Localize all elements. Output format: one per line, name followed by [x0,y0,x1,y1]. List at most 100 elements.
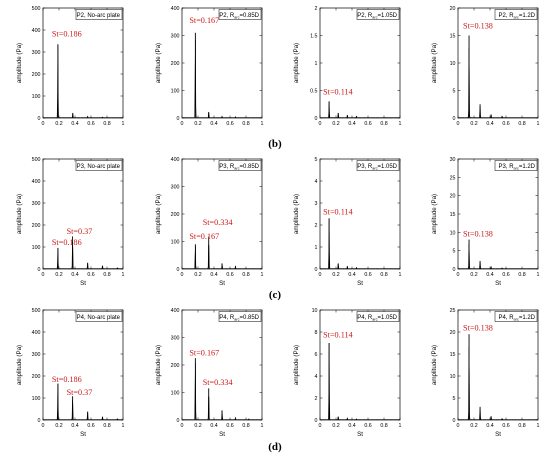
y-tick-label: 200 [171,212,180,218]
x-tick-label: 0.4 [71,121,78,127]
row-label-b: (b) [268,138,282,150]
y-tick-label: 500 [32,157,41,163]
y-tick-label: 100 [32,245,41,251]
y-tick-label: 8 [315,330,318,336]
legend-title-suffix: =1.05D [377,315,397,321]
y-tick-label: 0 [177,116,180,122]
y-tick-label: 2 [315,396,318,402]
legend-box [218,160,262,171]
x-tick-label: 0.6 [87,272,94,278]
x-tick-label: 1 [261,272,264,278]
y-tick-label: 400 [32,179,41,185]
x-tick-label: 1 [537,121,540,127]
legend-title-subscript: arc [372,318,377,322]
y-axis-label: amplitude (Pa) [155,194,162,234]
peak-annotation-2: St=0.186 [52,238,82,247]
x-axis-label: St [495,431,501,438]
y-tick-label: 0 [453,267,456,273]
x-tick-label: 0.2 [470,121,477,127]
y-tick-label: 0 [177,418,180,424]
x-axis-label: St [495,280,501,287]
row-label-d: (d) [268,441,282,453]
y-tick-label: 100 [171,240,180,246]
x-tick-label: 0.2 [194,272,201,278]
y-tick-label: 0 [453,116,456,122]
y-tick-label: 200 [32,374,41,380]
y-tick-label: 1 [315,245,318,251]
y-tick-label: 2 [315,6,318,12]
y-tick-label: 300 [32,352,41,358]
legend-box [494,311,538,322]
legend-title-subscript: arc [372,16,377,20]
y-tick-label: 0 [315,418,318,424]
legend-title-suffix: =1.05D [377,13,397,19]
legend-title-subscript: arc [372,167,377,171]
y-tick-label: 20 [450,194,456,200]
x-tick-label: 0 [457,121,460,127]
legend-box [356,311,400,322]
x-tick-label: 0 [319,121,322,127]
y-tick-label: 4 [315,374,318,380]
y-tick-label: 300 [171,185,180,191]
y-tick-label: 25 [450,308,456,314]
x-tick-label: 0.6 [87,121,94,127]
y-tick-label: 15 [450,352,456,358]
plot-frame [42,7,124,119]
peak-annotation-2: St=0.167 [189,232,219,241]
y-axis-label: amplitude (Pa) [431,345,438,385]
plot-frame [457,309,539,421]
x-tick-label: 0.4 [486,423,493,429]
legend-title-prefix: P4, R [357,315,373,321]
y-tick-label: 10 [312,308,318,314]
x-tick-label: 0.6 [364,121,371,127]
legend-title-prefix: P2, R [499,13,515,19]
y-axis-label: amplitude (Pa) [293,194,300,234]
y-tick-label: 1 [315,61,318,67]
spectrum-line [457,347,539,421]
x-tick-label: 0 [181,272,184,278]
y-tick-label: 10 [450,374,456,380]
y-tick-label: 400 [171,6,180,12]
peak-annotation-1: St=0.138 [463,21,493,30]
y-tick-label: 5 [453,396,456,402]
legend-title-subscript: arc [514,318,519,322]
peak-annotation-1: St=0.186 [52,375,82,384]
legend-box [75,9,123,20]
plot-frame [181,158,263,270]
y-tick-label: 15 [450,34,456,40]
y-tick-label: 0 [315,116,318,122]
y-tick-label: 400 [171,308,180,314]
x-tick-label: 0.4 [210,423,217,429]
legend-title-subscript: arc [514,16,519,20]
plot-frame [457,158,539,270]
spectrum-line [319,101,401,119]
y-tick-label: 400 [171,157,180,163]
x-tick-label: 0.8 [103,121,110,127]
spectrum-line [457,243,539,270]
y-tick-label: 300 [32,201,41,207]
y-tick-label: 15 [450,212,456,218]
legend-title: P4, Rarc=1.05D [357,315,397,322]
y-tick-label: 200 [171,61,180,67]
x-axis-label: St [219,280,225,287]
x-tick-label: 1 [261,423,264,429]
y-axis-label: amplitude (Pa) [16,345,23,385]
x-tick-label: 0.8 [103,272,110,278]
peak-annotation-1: St=0.167 [189,16,219,25]
y-tick-label: 300 [32,50,41,56]
x-tick-label: 0 [319,272,322,278]
x-tick-label: 0.8 [518,121,525,127]
x-tick-label: 0.6 [502,121,509,127]
y-tick-label: 400 [32,330,41,336]
y-tick-label: 400 [32,28,41,34]
x-tick-label: 1 [399,272,402,278]
x-tick-label: 0.6 [226,272,233,278]
legend-title-prefix: P2, R [219,13,235,19]
x-tick-label: 0 [181,121,184,127]
legend-title: P2, Rarc=1.2D [499,13,536,20]
x-tick-label: 0.4 [71,423,78,429]
legend-box [356,160,400,171]
